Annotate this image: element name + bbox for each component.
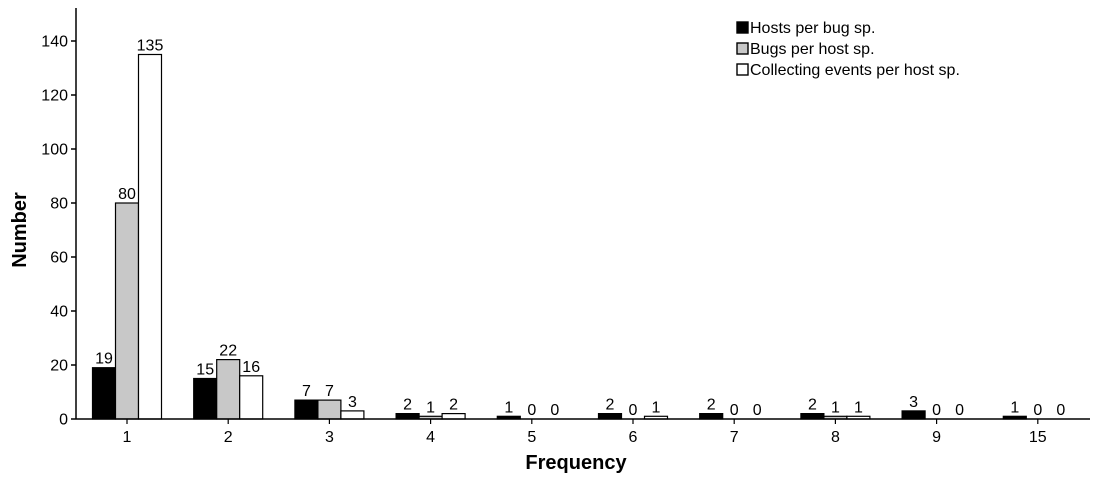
y-tick-label: 0 [59, 412, 68, 429]
bar [901, 410, 926, 420]
bars-layer [91, 53, 1027, 420]
legend-swatch [736, 63, 749, 76]
data-label: 0 [550, 402, 559, 419]
legend-swatch [736, 42, 749, 55]
y-tick-label: 80 [50, 196, 68, 213]
x-tick-label: 8 [831, 429, 840, 446]
data-label: 80 [118, 186, 136, 203]
x-tick-label: 1 [123, 429, 132, 446]
data-label: 0 [730, 402, 739, 419]
x-tick-label: 5 [527, 429, 536, 446]
bar [114, 202, 140, 420]
bar [294, 399, 319, 420]
y-tick-label: 140 [41, 34, 68, 51]
legend-swatch [736, 21, 749, 34]
bar [91, 367, 117, 420]
bar [800, 413, 825, 420]
y-tick-label: 100 [41, 142, 68, 159]
y-ticks-layer: 0 20 40 60 80 100 120 140 [41, 34, 76, 429]
bar [216, 359, 241, 420]
x-ticks-layer: 1 2 3 4 5 6 7 8 9 15 [123, 419, 1047, 446]
legend-label: Collecting events per host sp. [750, 62, 960, 79]
data-label: 3 [348, 394, 357, 411]
data-label: 2 [606, 397, 615, 414]
data-label: 1 [831, 399, 840, 416]
data-label: 1 [1010, 399, 1019, 416]
y-axis-title: Number [9, 192, 31, 268]
x-tick-label: 15 [1029, 429, 1047, 446]
data-label: 1 [504, 399, 513, 416]
bar [699, 413, 724, 420]
x-tick-label: 9 [932, 429, 941, 446]
axes-layer [75, 8, 1090, 420]
data-label: 0 [753, 402, 762, 419]
x-tick-label: 6 [629, 429, 638, 446]
data-label: 7 [302, 383, 311, 400]
y-tick-label: 60 [50, 250, 68, 267]
bar [441, 413, 466, 420]
data-label: 0 [629, 402, 638, 419]
x-tick-label: 7 [730, 429, 739, 446]
bar [317, 399, 342, 420]
y-tick-label: 120 [41, 88, 68, 105]
y-tick-label: 20 [50, 358, 68, 375]
legend-label: Bugs per host sp. [750, 41, 875, 58]
data-label: 2 [707, 397, 716, 414]
bar [340, 410, 365, 420]
bar [597, 413, 623, 420]
data-label: 1 [854, 399, 863, 416]
data-label: 0 [932, 402, 941, 419]
data-label: 2 [449, 397, 458, 414]
data-label: 0 [1056, 402, 1065, 419]
data-label: 1 [426, 399, 435, 416]
x-axis-title: Frequency [525, 452, 627, 473]
data-label: 19 [95, 351, 113, 368]
data-label: 1 [652, 399, 661, 416]
data-label: 7 [325, 383, 334, 400]
data-label: 16 [242, 359, 260, 376]
bar [193, 377, 218, 420]
data-label: 0 [955, 402, 964, 419]
x-tick-label: 4 [426, 429, 435, 446]
data-label: 0 [527, 402, 536, 419]
bar [395, 413, 420, 420]
data-label: 15 [196, 362, 214, 379]
data-label: 135 [137, 38, 164, 55]
data-label: 2 [808, 397, 817, 414]
bar [239, 375, 264, 420]
x-tick-label: 2 [224, 429, 233, 446]
legend: Hosts per bug sp. Bugs per host sp. Collec… [736, 20, 960, 79]
data-label: 3 [909, 394, 918, 411]
data-label: 22 [219, 343, 237, 360]
legend-label: Hosts per bug sp. [750, 20, 875, 37]
bar [137, 53, 163, 420]
x-tick-label: 3 [325, 429, 334, 446]
data-label: 2 [403, 397, 412, 414]
data-label: 0 [1033, 402, 1042, 419]
y-tick-label: 40 [50, 304, 68, 321]
